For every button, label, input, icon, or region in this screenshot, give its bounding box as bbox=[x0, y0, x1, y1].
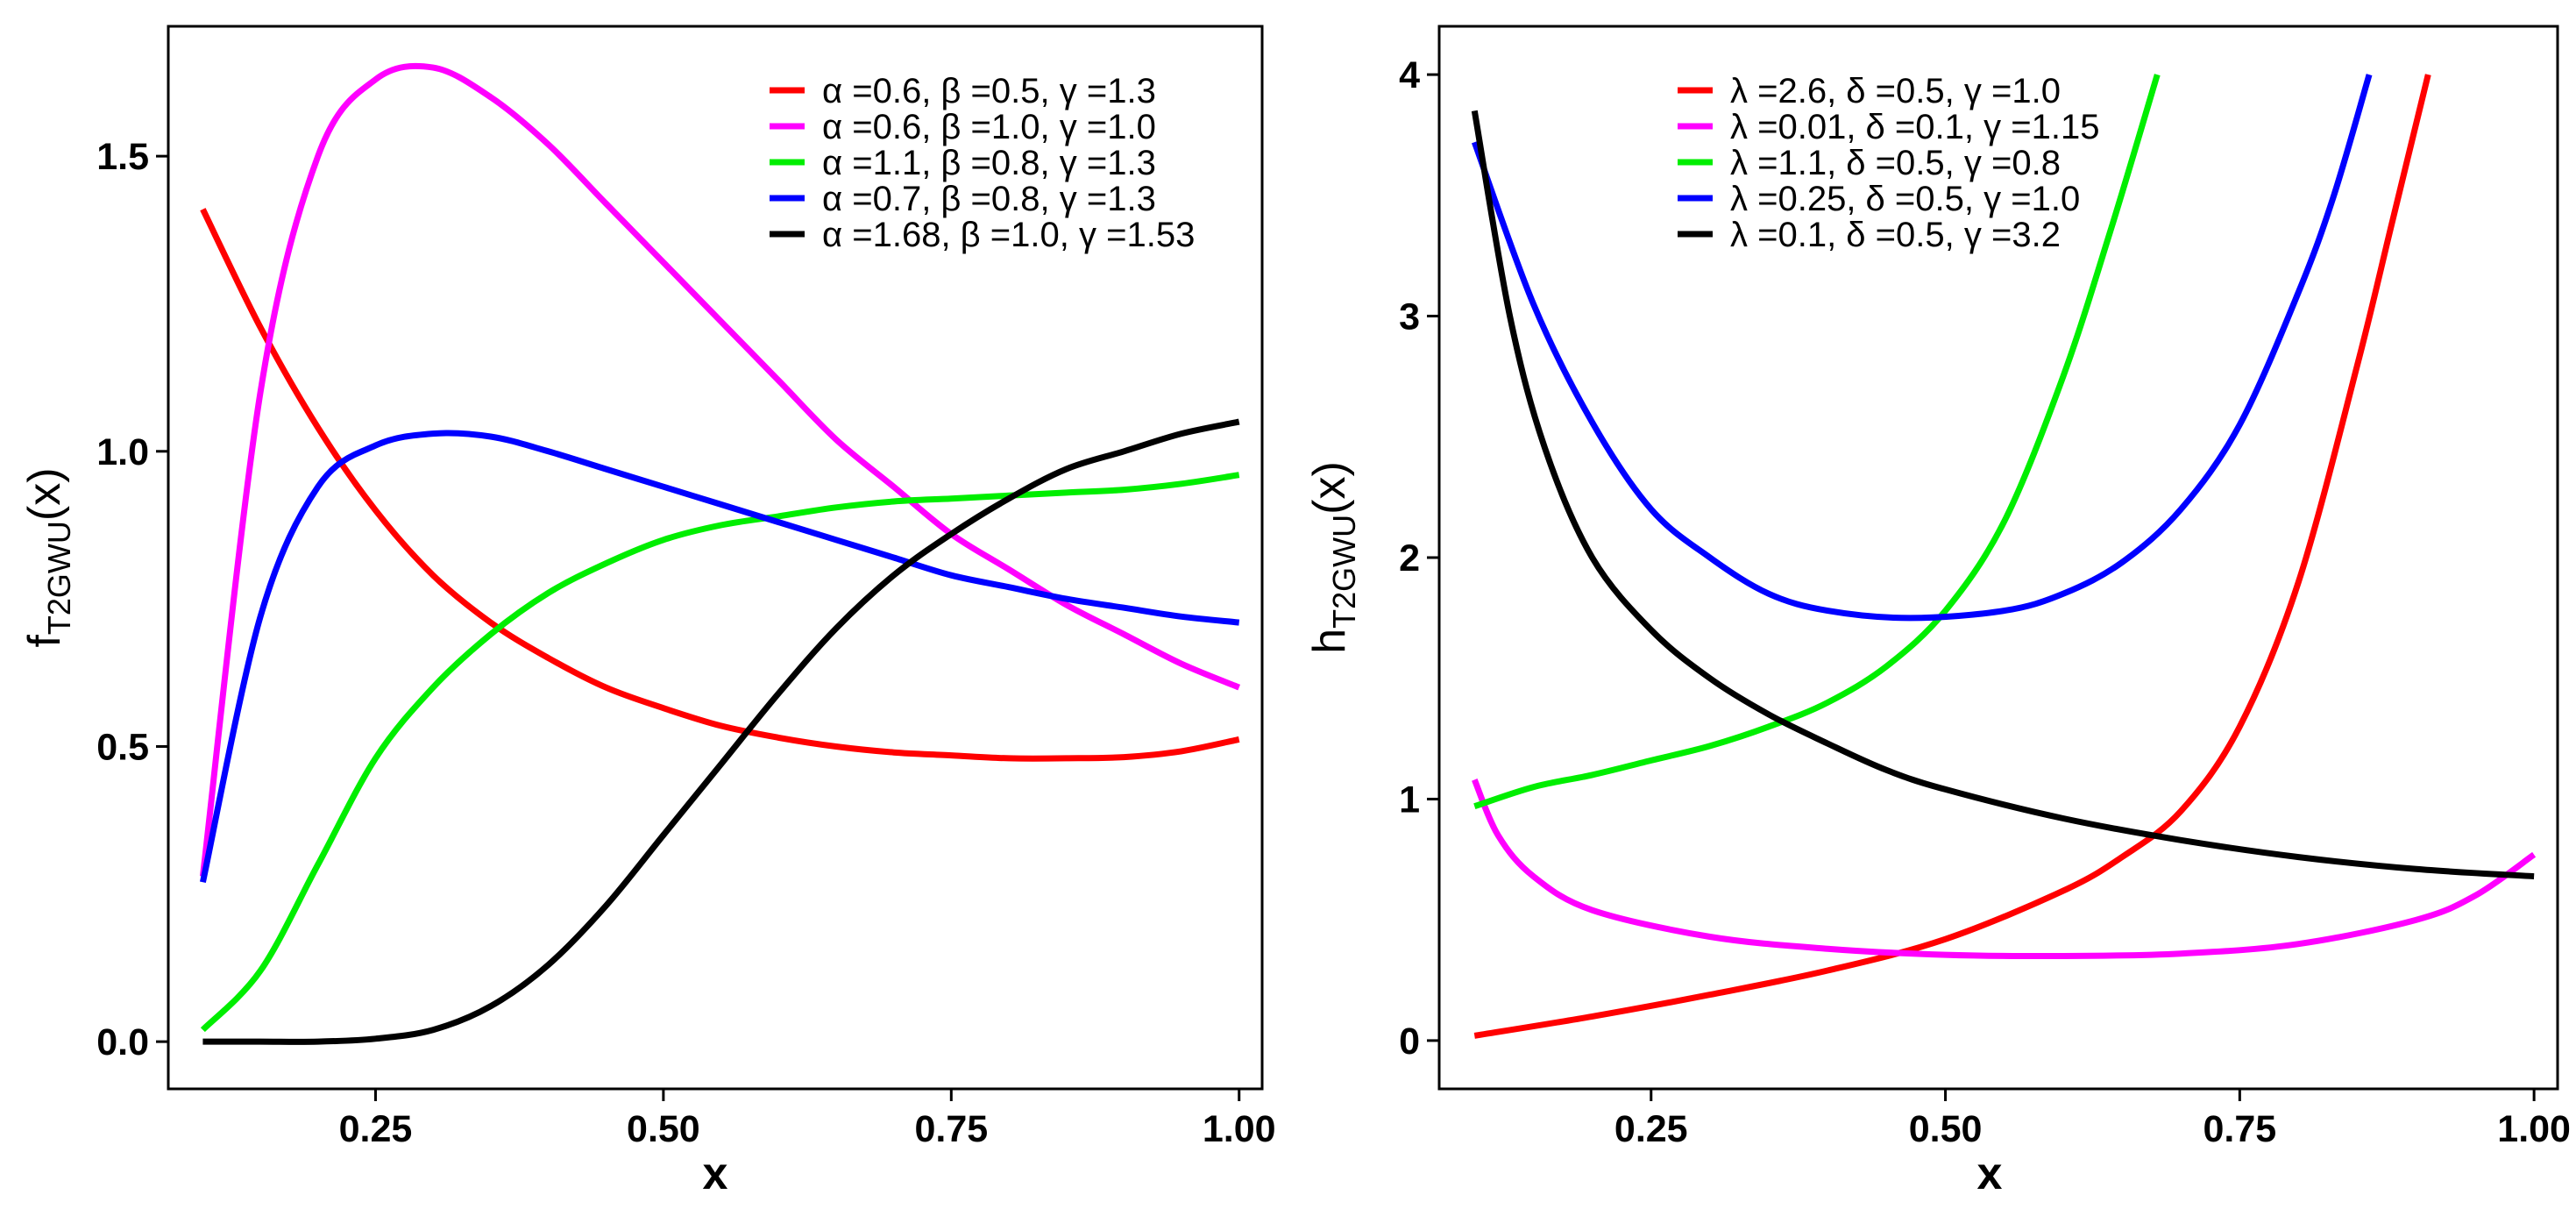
y-tick-label: 4 bbox=[1399, 54, 1420, 96]
x-tick-label: 1.00 bbox=[1203, 1108, 1276, 1150]
y-tick-label: 0 bbox=[1399, 1020, 1420, 1063]
legend-label-2: α =0.6, β =1.0, γ =1.0 bbox=[822, 108, 1156, 146]
x-tick-label: 0.25 bbox=[339, 1108, 413, 1150]
y-axis-label-subscript: T2GWU bbox=[41, 521, 77, 635]
y-axis-label: hT2GWU(x) bbox=[1304, 461, 1362, 654]
legend-label-4: λ =0.25, δ =0.5, γ =1.0 bbox=[1730, 180, 2080, 218]
series-line-2 bbox=[1472, 779, 2537, 960]
series-lines bbox=[1471, 74, 2537, 1039]
series-line-4 bbox=[199, 430, 1240, 884]
y-axis-ticks: 0.0 0.5 1.0 1.5 bbox=[96, 136, 168, 1063]
x-axis-ticks: 0.25 0.50 0.75 1.00 bbox=[1614, 1089, 2571, 1150]
legend-label-1: λ =2.6, δ =0.5, γ =1.0 bbox=[1730, 72, 2061, 110]
series-line-5 bbox=[1471, 110, 2535, 880]
x-tick-label: 0.50 bbox=[627, 1108, 700, 1150]
y-tick-label: 2 bbox=[1399, 537, 1420, 580]
plot-frame bbox=[167, 25, 1264, 1091]
series-line-3 bbox=[1473, 74, 2161, 810]
y-axis-label-main: h bbox=[1304, 629, 1355, 654]
y-axis-label-arg: (x) bbox=[1304, 461, 1355, 515]
y-tick-label: 1.0 bbox=[96, 431, 149, 473]
y-tick-label: 0.0 bbox=[96, 1021, 149, 1063]
x-axis-label: x bbox=[703, 1148, 728, 1199]
y-axis-label: fT2GWU(x) bbox=[19, 467, 77, 647]
legend: α =0.6, β =0.5, γ =1.3α =0.6, β =1.0, γ … bbox=[770, 72, 1195, 254]
legend-label-2: λ =0.01, δ =0.1, γ =1.15 bbox=[1730, 108, 2099, 146]
legend-label-3: λ =1.1, δ =0.5, γ =0.8 bbox=[1730, 144, 2061, 182]
x-tick-label: 0.75 bbox=[2203, 1108, 2276, 1150]
series-line-5 bbox=[202, 418, 1240, 1045]
series-line-4 bbox=[1472, 74, 2373, 622]
series-line-3 bbox=[200, 472, 1240, 1033]
y-axis-label-main: f bbox=[19, 635, 70, 648]
legend-label-4: α =0.7, β =0.8, γ =1.3 bbox=[822, 180, 1156, 218]
x-tick-label: 0.75 bbox=[914, 1108, 988, 1150]
legend-label-5: α =1.68, β =1.0, γ =1.53 bbox=[822, 216, 1195, 254]
y-axis-label-subscript: T2GWU bbox=[1326, 515, 1362, 629]
y-axis-ticks: 0 1 2 3 4 bbox=[1399, 54, 1439, 1063]
legend-label-5: λ =0.1, δ =0.5, γ =3.2 bbox=[1730, 216, 2061, 254]
y-tick-label: 1.5 bbox=[96, 136, 149, 178]
x-axis-label: x bbox=[1977, 1148, 2003, 1199]
series-lines bbox=[199, 62, 1241, 1045]
y-tick-label: 0.5 bbox=[96, 726, 149, 768]
x-axis-ticks: 0.25 0.50 0.75 1.00 bbox=[339, 1089, 1276, 1150]
hazard-chart: 0.25 0.50 0.75 1.00 0 1 2 3 4 x hT2GWU(x) λ =2.… bbox=[1304, 25, 2571, 1199]
legend-label-1: α =0.6, β =0.5, γ =1.3 bbox=[822, 72, 1156, 110]
legend-label-3: α =1.1, β =0.8, γ =1.3 bbox=[822, 144, 1156, 182]
y-tick-label: 3 bbox=[1399, 296, 1420, 338]
series-line-2 bbox=[199, 62, 1241, 878]
series-line-1 bbox=[200, 208, 1240, 762]
x-tick-label: 0.50 bbox=[1909, 1108, 1983, 1150]
y-tick-label: 1 bbox=[1399, 779, 1420, 821]
series-line-1 bbox=[1473, 74, 2431, 1039]
density-chart: 0.25 0.50 0.75 1.00 0.0 0.5 1.0 1.5 x fT2GWU(x… bbox=[19, 25, 1276, 1199]
y-axis-label-arg: (x) bbox=[19, 467, 70, 521]
x-tick-label: 0.25 bbox=[1614, 1108, 1688, 1150]
legend: λ =2.6, δ =0.5, γ =1.0λ =0.01, δ =0.1, γ… bbox=[1678, 72, 2099, 254]
x-tick-label: 1.00 bbox=[2497, 1108, 2571, 1150]
